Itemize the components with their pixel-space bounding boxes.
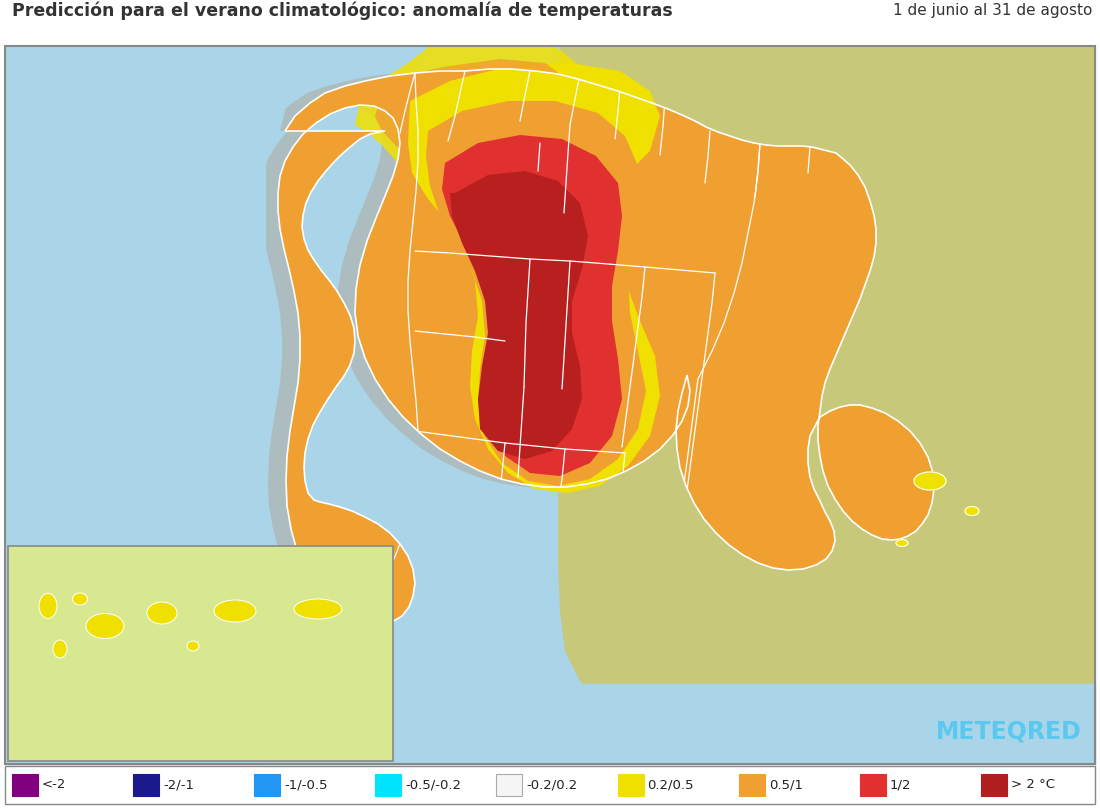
Bar xyxy=(496,774,522,796)
Ellipse shape xyxy=(147,602,177,624)
Text: METEQRED: METEQRED xyxy=(936,719,1082,743)
Bar xyxy=(617,774,643,796)
Ellipse shape xyxy=(73,593,88,605)
Text: -1/-0.5: -1/-0.5 xyxy=(284,779,328,792)
Bar xyxy=(254,774,280,796)
Bar xyxy=(12,774,39,796)
Text: 1/2: 1/2 xyxy=(890,779,911,792)
Text: -2/-1: -2/-1 xyxy=(163,779,194,792)
Ellipse shape xyxy=(914,472,946,490)
Ellipse shape xyxy=(896,539,907,547)
Text: <-2: <-2 xyxy=(42,779,66,792)
Text: -0.5/-0.2: -0.5/-0.2 xyxy=(405,779,461,792)
Ellipse shape xyxy=(53,640,67,658)
Bar xyxy=(6,684,1094,764)
Polygon shape xyxy=(355,46,590,409)
Bar xyxy=(860,774,886,796)
Text: > 2 °C: > 2 °C xyxy=(1011,779,1055,792)
Text: 0.2/0.5: 0.2/0.5 xyxy=(648,779,694,792)
Ellipse shape xyxy=(187,641,199,651)
Polygon shape xyxy=(426,101,646,486)
Polygon shape xyxy=(558,46,1094,764)
Bar xyxy=(981,774,1007,796)
Bar xyxy=(6,46,1094,764)
Ellipse shape xyxy=(965,507,979,516)
Polygon shape xyxy=(450,171,588,459)
Bar xyxy=(6,766,1094,804)
Polygon shape xyxy=(408,63,660,493)
Bar xyxy=(133,774,160,796)
Polygon shape xyxy=(442,135,622,476)
Ellipse shape xyxy=(39,594,57,619)
Polygon shape xyxy=(408,63,660,493)
Text: -0.2/0.2: -0.2/0.2 xyxy=(527,779,578,792)
Text: Predicción para el verano climatológico: anomalía de temperaturas: Predicción para el verano climatológico:… xyxy=(12,2,673,20)
Bar xyxy=(6,46,1094,764)
Text: 1 de junio al 31 de agosto: 1 de junio al 31 de agosto xyxy=(892,3,1092,19)
Polygon shape xyxy=(278,69,934,625)
Ellipse shape xyxy=(214,600,256,622)
Bar xyxy=(8,546,393,761)
Polygon shape xyxy=(375,59,578,391)
Polygon shape xyxy=(260,69,916,625)
Bar xyxy=(739,774,764,796)
Ellipse shape xyxy=(294,599,342,619)
Polygon shape xyxy=(6,46,285,175)
Polygon shape xyxy=(450,171,588,459)
Bar xyxy=(375,774,402,796)
Polygon shape xyxy=(426,101,646,486)
Ellipse shape xyxy=(86,613,124,638)
Text: 0.5/1: 0.5/1 xyxy=(769,779,803,792)
Polygon shape xyxy=(442,135,622,476)
Bar xyxy=(6,46,265,764)
Polygon shape xyxy=(630,591,1094,764)
